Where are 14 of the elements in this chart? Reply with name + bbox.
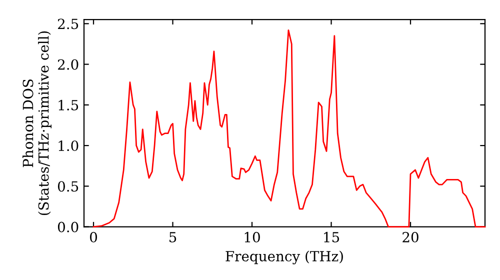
y-tick-label: 1.5 xyxy=(58,100,78,110)
line-series xyxy=(92,29,486,228)
y-tick-label: 1.0 xyxy=(58,140,78,152)
x-tick-label: 10 xyxy=(244,232,260,242)
y-tick-label: 2.5 xyxy=(58,18,78,30)
y-tick-label: 2.0 xyxy=(58,59,78,70)
x-axis-title: Frequency (THz) xyxy=(226,250,343,264)
x-tick-label: 0 xyxy=(90,232,98,242)
x-tick-label: 20 xyxy=(402,232,418,242)
y-axis-title: Phonon DOS (States/THz·primitive cell) xyxy=(22,31,52,216)
y-tick-label: 0.5 xyxy=(58,181,78,192)
x-tick-label: 15 xyxy=(324,232,340,242)
x-tick-label: 5 xyxy=(170,232,176,242)
y-tick-label: 0.0 xyxy=(58,222,78,232)
